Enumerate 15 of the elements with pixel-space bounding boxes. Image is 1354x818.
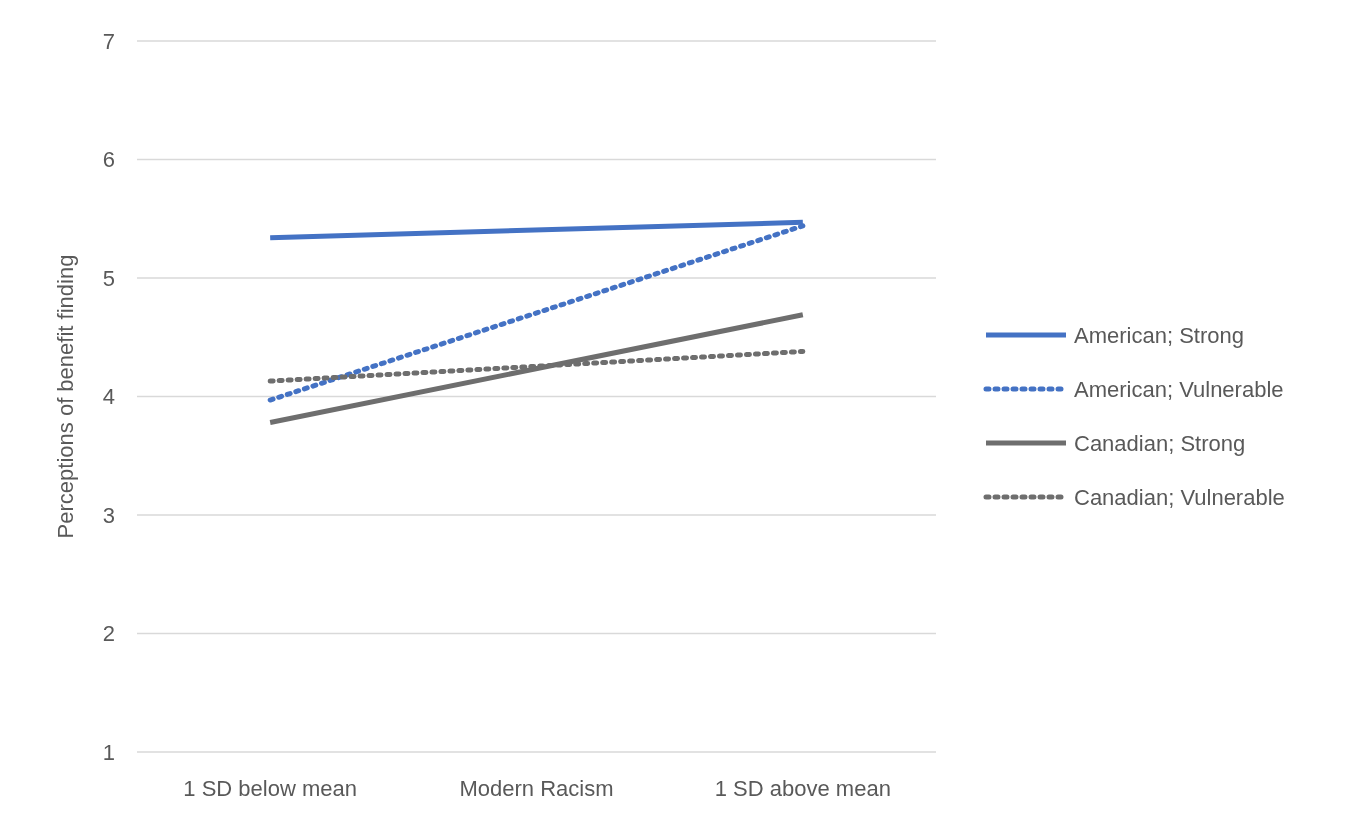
y-tick-label: 2 [102,621,115,647]
legend-label: Canadian; Vulnerable [1074,484,1285,510]
x-tick-label: 1 SD below mean [183,776,357,801]
y-axis-title: Perceptions of benefit finding [53,254,78,539]
y-tick-label: 6 [102,147,115,173]
y-tick-label: 7 [102,28,115,54]
x-tick-label: 1 SD above mean [714,776,891,801]
x-axis-title: Modern Racism [459,776,614,801]
y-tick-label: 3 [102,502,115,528]
y-tick-label: 5 [102,265,115,291]
legend-label: Canadian; Strong [1074,430,1246,456]
y-tick-label: 1 [102,739,115,765]
legend-label: American; Vulnerable [1074,376,1284,402]
y-tick-label: 4 [102,384,115,410]
legend-label: American; Strong [1074,322,1244,348]
